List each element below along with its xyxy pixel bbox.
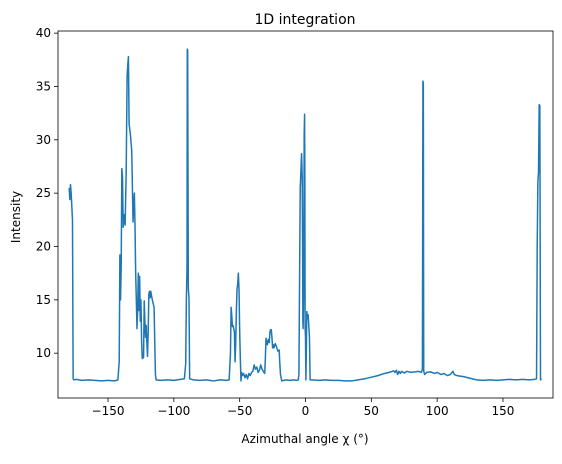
- x-tick-label: 150: [492, 404, 515, 418]
- x-axis-label: Azimuthal angle χ (°): [241, 432, 368, 446]
- x-tick-label: −50: [227, 404, 252, 418]
- y-tick-label: 25: [36, 186, 51, 200]
- y-axis-label: Intensity: [9, 191, 23, 243]
- x-tick-label: 50: [364, 404, 379, 418]
- y-tick-label: 40: [36, 26, 51, 40]
- chart-title: 1D integration: [254, 12, 355, 28]
- x-tick-label: −150: [92, 404, 125, 418]
- y-tick-label: 15: [36, 293, 51, 307]
- plot-layer: −150 −100 −50 0 50 100 150 10 15 20 25 30 35 40: [36, 26, 554, 418]
- x-tick-label: 0: [302, 404, 310, 418]
- series-line-0: [68, 48, 543, 382]
- y-tick-label: 30: [36, 133, 51, 147]
- x-tick-label: −100: [157, 404, 190, 418]
- x-tick-label: 100: [426, 404, 449, 418]
- y-tick-label: 10: [36, 346, 51, 360]
- y-tick-label: 35: [36, 79, 51, 93]
- y-tick-label: 20: [36, 240, 51, 254]
